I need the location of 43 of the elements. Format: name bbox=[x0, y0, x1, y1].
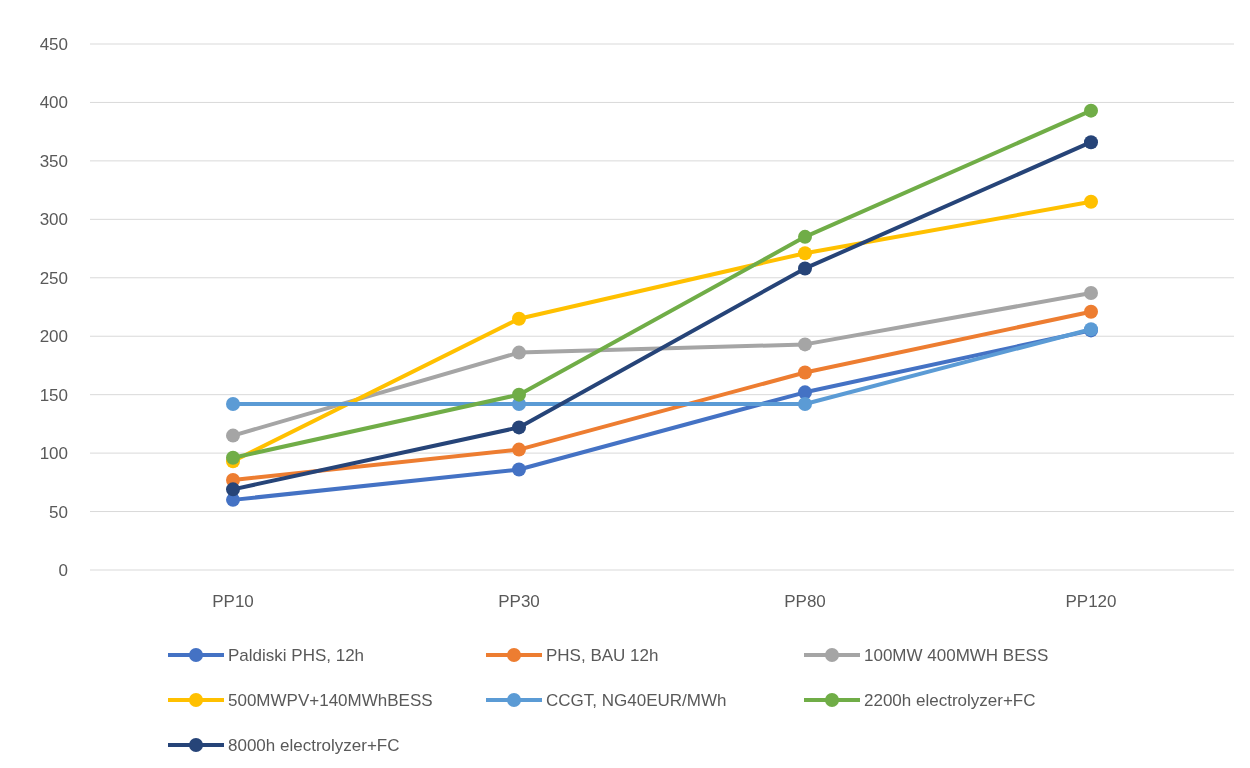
x-tick-label: PP10 bbox=[212, 592, 254, 611]
legend-label: 8000h electrolyzer+FC bbox=[228, 736, 400, 755]
point bbox=[226, 428, 240, 443]
point bbox=[512, 311, 526, 326]
point bbox=[1084, 304, 1098, 319]
x-tick-label: PP80 bbox=[784, 592, 826, 611]
point bbox=[798, 229, 812, 244]
point bbox=[226, 397, 240, 412]
x-tick-label: PP30 bbox=[498, 592, 540, 611]
legend-label: Paldiski PHS, 12h bbox=[228, 646, 365, 665]
y-tick-label: 0 bbox=[58, 561, 68, 580]
point bbox=[1084, 103, 1098, 118]
point bbox=[512, 442, 526, 457]
legend-label: CCGT, NG40EUR/MWh bbox=[546, 691, 727, 710]
point bbox=[512, 420, 526, 435]
y-tick-label: 450 bbox=[39, 35, 68, 54]
y-tick-label: 250 bbox=[39, 268, 68, 288]
point bbox=[1084, 194, 1098, 209]
legend-label: 2200h electrolyzer+FC bbox=[864, 691, 1036, 710]
point bbox=[798, 337, 812, 352]
legend-label: 100MW 400MWH BESS bbox=[864, 646, 1049, 665]
point bbox=[226, 450, 240, 465]
y-tick-label: 100 bbox=[39, 444, 68, 464]
legend-label: PHS, BAU 12h bbox=[546, 646, 659, 665]
point bbox=[798, 397, 812, 412]
point bbox=[226, 482, 240, 497]
y-tick-label: 50 bbox=[49, 502, 68, 522]
y-tick-label: 150 bbox=[39, 385, 68, 405]
point bbox=[512, 462, 526, 477]
point bbox=[798, 261, 812, 276]
y-tick-label: 200 bbox=[39, 327, 68, 347]
point bbox=[798, 365, 812, 380]
y-tick-label: 350 bbox=[39, 151, 68, 171]
point bbox=[1084, 135, 1098, 150]
point bbox=[1084, 285, 1098, 300]
legend-label: 500MWPV+140MWhBESS bbox=[228, 691, 433, 710]
point bbox=[798, 385, 812, 400]
y-tick-label: 300 bbox=[39, 210, 68, 230]
point bbox=[512, 345, 526, 360]
point bbox=[798, 246, 812, 261]
y-tick-label: 400 bbox=[39, 93, 68, 113]
point bbox=[512, 387, 526, 402]
x-tick-label: PP120 bbox=[1065, 592, 1117, 611]
